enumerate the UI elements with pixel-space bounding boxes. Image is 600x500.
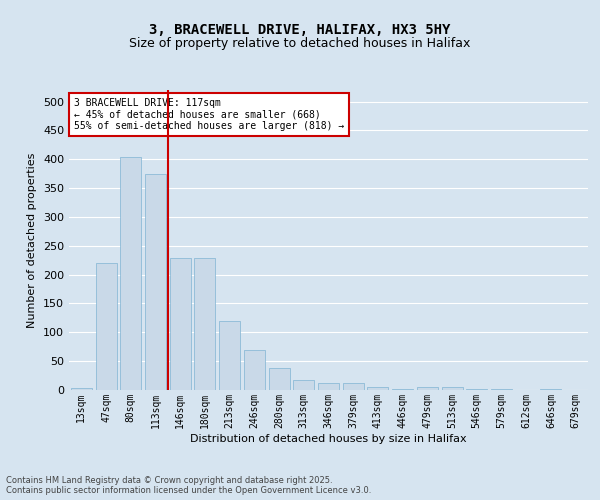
Y-axis label: Number of detached properties: Number of detached properties	[28, 152, 37, 328]
Text: 3, BRACEWELL DRIVE, HALIFAX, HX3 5HY: 3, BRACEWELL DRIVE, HALIFAX, HX3 5HY	[149, 22, 451, 36]
Bar	[318, 382, 339, 390]
Bar	[442, 386, 463, 390]
Bar	[170, 258, 191, 390]
Bar	[194, 258, 215, 390]
Bar	[293, 380, 314, 390]
Text: Contains HM Land Registry data © Crown copyright and database right 2025.
Contai: Contains HM Land Registry data © Crown c…	[6, 476, 371, 495]
Bar	[244, 350, 265, 390]
Bar	[417, 386, 438, 390]
Text: 3 BRACEWELL DRIVE: 117sqm
← 45% of detached houses are smaller (668)
55% of semi: 3 BRACEWELL DRIVE: 117sqm ← 45% of detac…	[74, 98, 344, 130]
Bar	[219, 321, 240, 390]
Text: Size of property relative to detached houses in Halifax: Size of property relative to detached ho…	[130, 38, 470, 51]
Bar	[120, 158, 141, 390]
Bar	[71, 388, 92, 390]
Bar	[269, 368, 290, 390]
Bar	[145, 174, 166, 390]
Bar	[367, 387, 388, 390]
Bar	[343, 383, 364, 390]
Bar	[392, 389, 413, 390]
X-axis label: Distribution of detached houses by size in Halifax: Distribution of detached houses by size …	[190, 434, 467, 444]
Bar	[95, 263, 116, 390]
